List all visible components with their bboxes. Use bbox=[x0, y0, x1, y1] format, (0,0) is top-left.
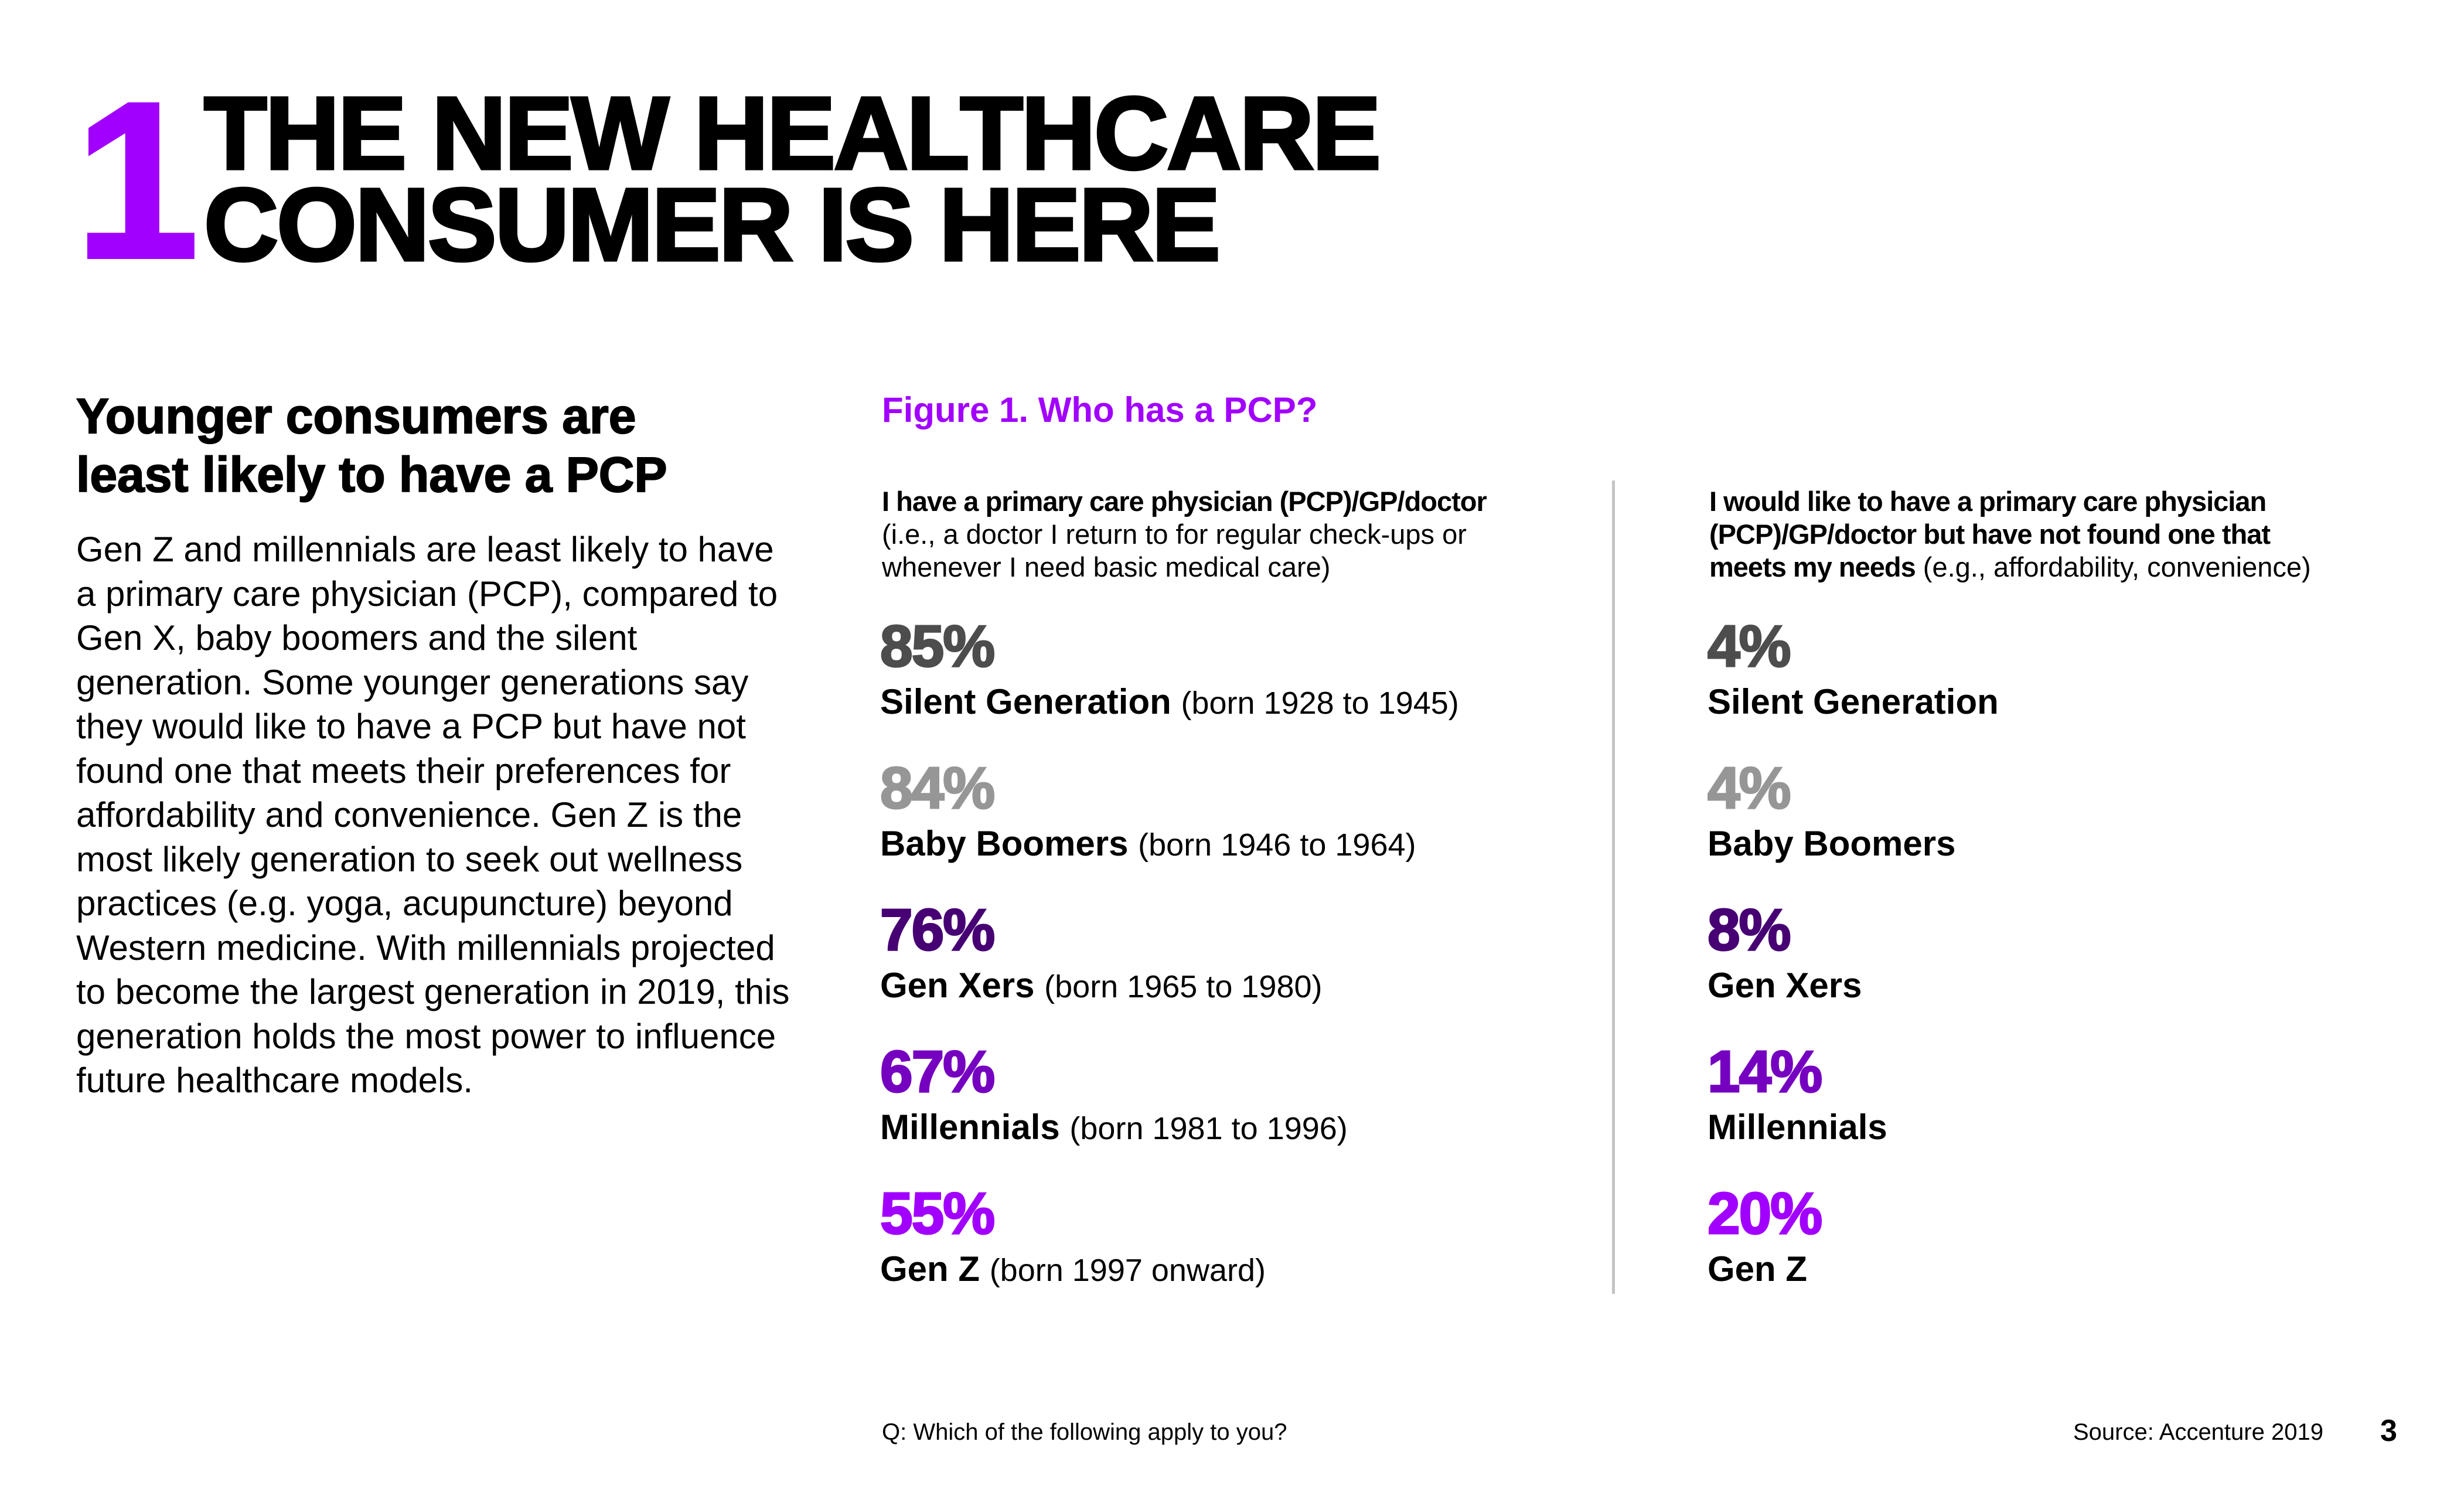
generation-name: Silent Generation bbox=[1708, 682, 1999, 721]
stat-wants-pcp-gen-xers: 8% Gen Xers bbox=[1707, 897, 2381, 1006]
generation-name: Gen Xers bbox=[880, 966, 1035, 1005]
stat-value: 76% bbox=[880, 897, 996, 963]
stat-wants-pcp-silent-generation: 4% Silent Generation bbox=[1707, 614, 2381, 723]
right-column-header-line-1: I would like to have a primary care phys… bbox=[1709, 486, 2267, 517]
stat-has-pcp-millennials: 67% Millennials (born 1981 to 1996) bbox=[880, 1042, 1554, 1149]
stat-has-pcp-gen-xers: 76% Gen Xers (born 1965 to 1980) bbox=[880, 897, 1554, 1007]
intro-heading-line-2: least likely to have a PCP bbox=[76, 447, 667, 503]
stat-value: 4% bbox=[1707, 755, 1792, 821]
stat-value: 55% bbox=[880, 1181, 996, 1246]
generation-born: (born 1946 to 1964) bbox=[1138, 827, 1416, 863]
stat-label: Baby Boomers bbox=[1708, 823, 2381, 864]
left-column-header: I have a primary care physician (PCP)/GP… bbox=[882, 485, 1487, 584]
generation-name: Silent Generation bbox=[880, 682, 1171, 721]
intro-body: Gen Z and millennials are least likely t… bbox=[76, 530, 790, 1100]
stat-wants-pcp-baby-boomers: 4% Baby Boomers bbox=[1707, 755, 2381, 864]
page-title-line-2: CONSUMER IS HERE bbox=[203, 168, 1222, 282]
stat-label: Gen Z bbox=[1708, 1249, 2381, 1290]
stat-label: Gen Xers (born 1965 to 1980) bbox=[880, 965, 1554, 1007]
stat-label: Baby Boomers (born 1946 to 1964) bbox=[880, 823, 1554, 865]
stat-value: 84% bbox=[880, 755, 996, 821]
left-column-header-line-3: whenever I need basic medical care) bbox=[882, 551, 1331, 582]
right-column-header-line-2: (PCP)/GP/doctor but have not found one t… bbox=[1709, 519, 2271, 550]
section-number: 1 bbox=[73, 56, 200, 305]
stat-label: Silent Generation bbox=[1708, 681, 2381, 723]
stat-value: 20% bbox=[1707, 1181, 1824, 1246]
page-title-line-1: THE NEW HEALTHCARE bbox=[203, 76, 1383, 191]
stat-value: 14% bbox=[1707, 1039, 1824, 1105]
stat-label: Gen Xers bbox=[1708, 965, 2381, 1006]
stat-label: Millennials bbox=[1708, 1107, 2381, 1148]
figure-title: Figure 1. Who has a PCP? bbox=[882, 390, 1318, 430]
source-note: Source: Accenture 2019 bbox=[2073, 1419, 2323, 1445]
generation-name: Millennials bbox=[1708, 1107, 1887, 1147]
page-number: 3 bbox=[2380, 1414, 2397, 1448]
stat-wants-pcp-millennials: 14% Millennials bbox=[1707, 1039, 2381, 1148]
generation-name: Millennials bbox=[880, 1107, 1060, 1147]
generation-name: Gen Z bbox=[880, 1249, 980, 1289]
stat-wants-pcp-gen-z: 20% Gen Z bbox=[1707, 1181, 2381, 1290]
generation-born: (born 1965 to 1980) bbox=[1044, 969, 1323, 1004]
survey-question: Q: Which of the following apply to you? bbox=[882, 1419, 1287, 1445]
stat-has-pcp-gen-z: 55% Gen Z (born 1997 onward) bbox=[880, 1184, 1554, 1291]
column-divider bbox=[1612, 481, 1615, 1294]
intro-heading-line-1: Younger consumers are bbox=[76, 388, 636, 444]
generation-name: Gen Z bbox=[1708, 1249, 1808, 1289]
stat-value: 8% bbox=[1707, 897, 1792, 963]
left-column-header-line-2: (i.e., a doctor I return to for regular … bbox=[882, 519, 1467, 550]
generation-name: Baby Boomers bbox=[880, 824, 1129, 863]
stat-value: 67% bbox=[880, 1039, 996, 1105]
generation-born: (born 1981 to 1996) bbox=[1069, 1111, 1348, 1146]
generation-born: (born 1928 to 1945) bbox=[1181, 686, 1459, 721]
generation-name: Baby Boomers bbox=[1708, 824, 1956, 863]
generation-name: Gen Xers bbox=[1708, 966, 1862, 1005]
left-column-header-bold: I have a primary care physician (PCP)/GP… bbox=[882, 486, 1487, 517]
intro-heading: Younger consumers are least likely to ha… bbox=[76, 387, 779, 504]
stat-has-pcp-silent-generation: 85% Silent Generation (born 1928 to 1945… bbox=[880, 614, 1554, 724]
stat-has-pcp-baby-boomers: 84% Baby Boomers (born 1946 to 1964) bbox=[880, 755, 1554, 865]
page-title: THE NEW HEALTHCARE CONSUMER IS HERE bbox=[203, 76, 1383, 282]
generation-born: (born 1997 onward) bbox=[989, 1253, 1266, 1288]
stat-label: Millennials (born 1981 to 1996) bbox=[880, 1107, 1554, 1149]
stat-value: 85% bbox=[880, 614, 996, 679]
stat-label: Silent Generation (born 1928 to 1945) bbox=[880, 681, 1554, 724]
stat-value: 4% bbox=[1707, 614, 1792, 679]
right-column-header-line-3: meets my needs (e.g., affordability, con… bbox=[1709, 551, 2311, 584]
stat-label: Gen Z (born 1997 onward) bbox=[880, 1249, 1554, 1291]
right-column-header-rest: (e.g., affordability, convenience) bbox=[1915, 551, 2311, 582]
right-column-header-bold: meets my needs bbox=[1709, 551, 1916, 582]
right-column-header: I would like to have a primary care phys… bbox=[1709, 485, 2311, 584]
